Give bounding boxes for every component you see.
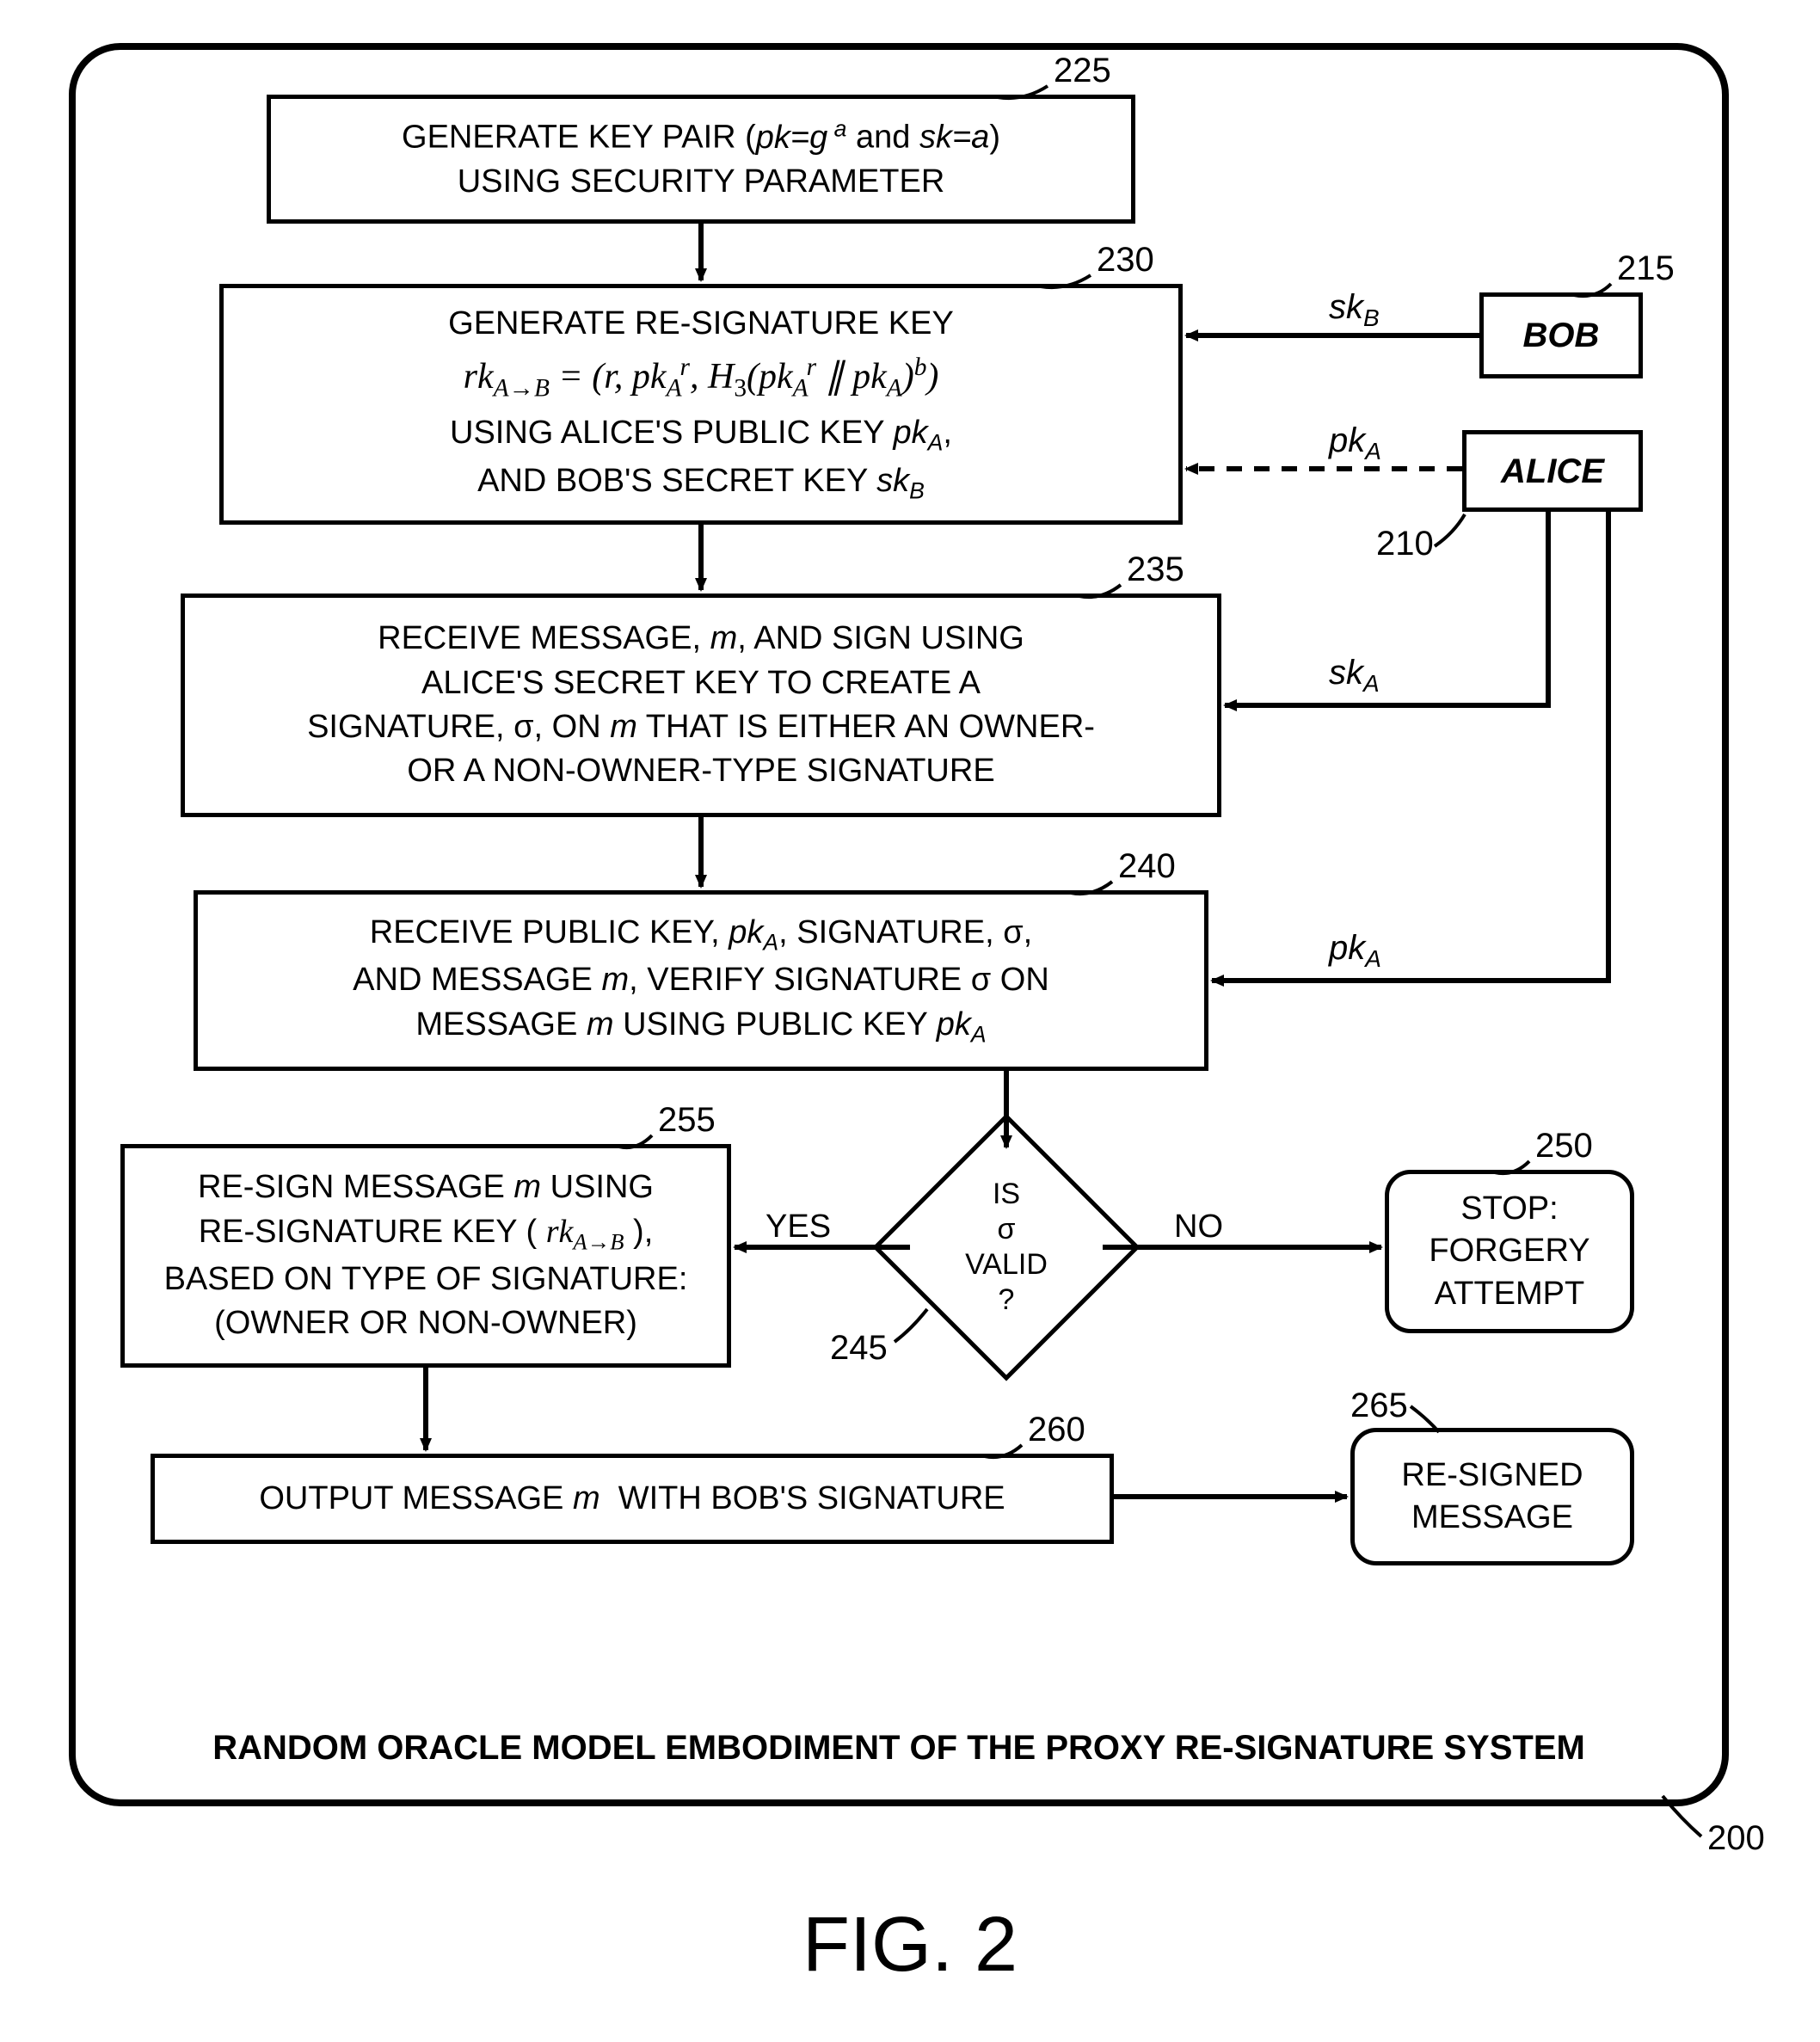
node-230-generate-resignature-key: GENERATE RE-SIGNATURE KEY rkA→B = (r, pk… bbox=[219, 284, 1183, 525]
label-skA: skA bbox=[1329, 654, 1380, 698]
node-260-output-message: OUTPUT MESSAGE m WITH BOB'S SIGNATURE bbox=[151, 1454, 1114, 1544]
ref-255: 255 bbox=[658, 1101, 716, 1140]
node-240-verify-signature: RECEIVE PUBLIC KEY, pkA, SIGNATURE, σ, A… bbox=[194, 890, 1208, 1071]
node-245-decision-valid: ISσVALID? bbox=[912, 1153, 1101, 1342]
ref-225: 225 bbox=[1054, 52, 1111, 90]
node-235-receive-message-sign: RECEIVE MESSAGE, m, AND SIGN USING ALICE… bbox=[181, 594, 1221, 817]
label-skB: skB bbox=[1329, 288, 1380, 332]
ref-240: 240 bbox=[1118, 847, 1176, 886]
node-255-resign-message: RE-SIGN MESSAGE m USING RE-SIGNATURE KEY… bbox=[120, 1144, 731, 1368]
figure-caption: FIG. 2 bbox=[0, 1901, 1820, 1990]
ref-235: 235 bbox=[1127, 550, 1184, 589]
label-no: NO bbox=[1174, 1209, 1223, 1245]
figure-2-flowchart: GENERATE KEY PAIR (pk=g a and sk=a) USIN… bbox=[0, 0, 1820, 2042]
ref-200: 200 bbox=[1707, 1819, 1765, 1858]
ref-250: 250 bbox=[1535, 1127, 1593, 1166]
label-pkA-to-240: pkA bbox=[1329, 929, 1381, 973]
system-title: RANDOM ORACLE MODEL EMBODIMENT OF THE PR… bbox=[103, 1729, 1694, 1768]
node-215-bob: BOB bbox=[1479, 292, 1643, 378]
ref-265: 265 bbox=[1350, 1387, 1408, 1425]
ref-210: 210 bbox=[1376, 525, 1434, 563]
label-yes: YES bbox=[766, 1209, 831, 1245]
node-250-stop-forgery: STOP: FORGERY ATTEMPT bbox=[1385, 1170, 1634, 1333]
ref-230: 230 bbox=[1097, 241, 1154, 280]
ref-215: 215 bbox=[1617, 249, 1675, 288]
node-225-generate-key-pair: GENERATE KEY PAIR (pk=g a and sk=a) USIN… bbox=[267, 95, 1135, 224]
label-pkA-to-230: pkA bbox=[1329, 421, 1381, 465]
ref-260: 260 bbox=[1028, 1411, 1085, 1449]
node-265-resigned-message: RE-SIGNED MESSAGE bbox=[1350, 1428, 1634, 1565]
ref-245: 245 bbox=[830, 1329, 888, 1368]
node-210-alice: ALICE bbox=[1462, 430, 1643, 512]
